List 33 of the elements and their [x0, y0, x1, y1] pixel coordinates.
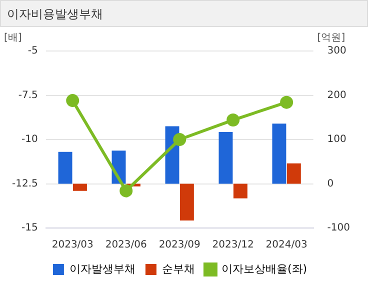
legend-label: 이자보상배율(좌) [221, 262, 308, 276]
point [173, 133, 186, 146]
x-tick-label: 2023/09 [158, 240, 200, 251]
y2-tick-label: 100 [327, 134, 346, 146]
y-tick-label: -15 [22, 222, 38, 234]
bar [233, 184, 248, 198]
legend-label: 이자발생부채 [69, 262, 136, 276]
y2-tick-label: 200 [327, 90, 346, 101]
bar [72, 184, 87, 191]
bar [180, 184, 194, 220]
y-tick-label: -7.5 [18, 90, 38, 101]
x-tick-label: 2023/12 [212, 240, 254, 251]
y-tick-label: -10 [22, 134, 38, 146]
y2-tick-label: 0 [327, 178, 334, 190]
y-tick-label: -5 [28, 46, 38, 57]
point [120, 184, 133, 198]
point [280, 96, 294, 109]
y2-tick-label: 300 [327, 46, 346, 57]
y2-axis-title: [억원] [317, 32, 346, 44]
x-tick-label: 2023/03 [52, 240, 94, 251]
bar [218, 132, 233, 184]
y-axis-title: [배] [4, 32, 22, 44]
point [226, 114, 240, 127]
y2-tick-label: -100 [327, 222, 350, 234]
point [66, 94, 80, 108]
bar [58, 152, 72, 184]
chart-title: 이자비용발생부채 [0, 0, 368, 27]
legend-label: 순부채 [162, 262, 195, 276]
bar [286, 163, 301, 184]
y-tick-label: -12.5 [12, 178, 38, 190]
bar [272, 124, 286, 184]
x-tick-label: 2023/06 [105, 240, 147, 251]
x-tick-label: 2024/03 [266, 240, 308, 251]
